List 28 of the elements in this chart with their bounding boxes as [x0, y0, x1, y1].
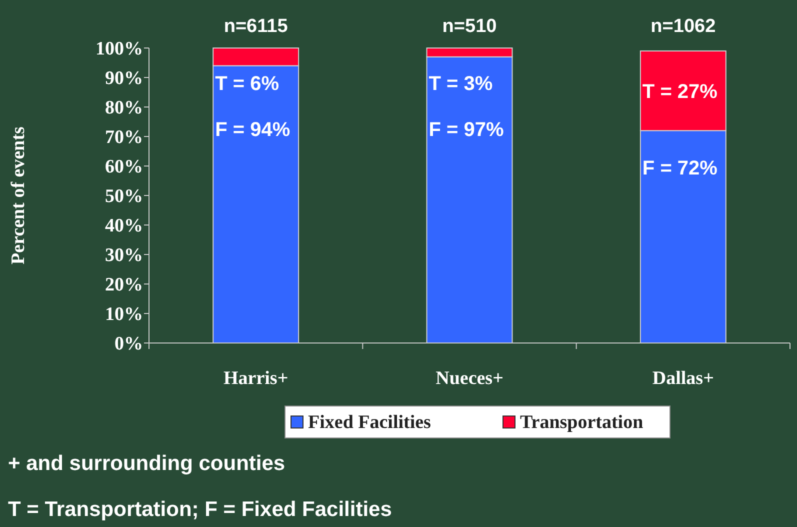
data-label: T = 27% [642, 80, 718, 103]
annotation: n=1062 [650, 16, 716, 37]
text: T = Transportation; F = Fixed Facilities [8, 498, 392, 521]
legend-label: Fixed Facilities [308, 412, 431, 433]
data-label: F = 97% [428, 119, 504, 141]
y-tick-label: 50% [105, 186, 143, 208]
y-axis-title: Percent of events [8, 126, 29, 264]
data-label: T = 6% [215, 73, 280, 95]
data-label: T = 3% [428, 73, 493, 95]
x-tick-label: Harris+ [224, 368, 288, 389]
annotation: n=6115 [224, 16, 288, 37]
y-tick-label: 40% [105, 216, 143, 237]
y-tick-label: 70% [105, 127, 143, 148]
y-tick-label: 100% [96, 38, 143, 60]
y-tick-label: 90% [105, 68, 143, 90]
y-tick-label: 0% [114, 334, 143, 355]
annotation: n=510 [442, 16, 497, 37]
y-tick-label: 30% [105, 245, 143, 266]
x-tick-label: Dallas+ [652, 368, 714, 389]
y-tick-label: 80% [105, 98, 143, 119]
x-tick-label: Nueces+ [436, 368, 504, 389]
data-label: F = 94% [215, 119, 290, 141]
y-tick-label: 60% [105, 156, 143, 178]
legend-label: Transportation [520, 412, 644, 433]
y-tick-label: 20% [105, 274, 143, 296]
y-tick-label: 10% [105, 304, 143, 326]
text: + and surrounding counties [8, 452, 286, 475]
data-label: F = 72% [642, 158, 718, 180]
